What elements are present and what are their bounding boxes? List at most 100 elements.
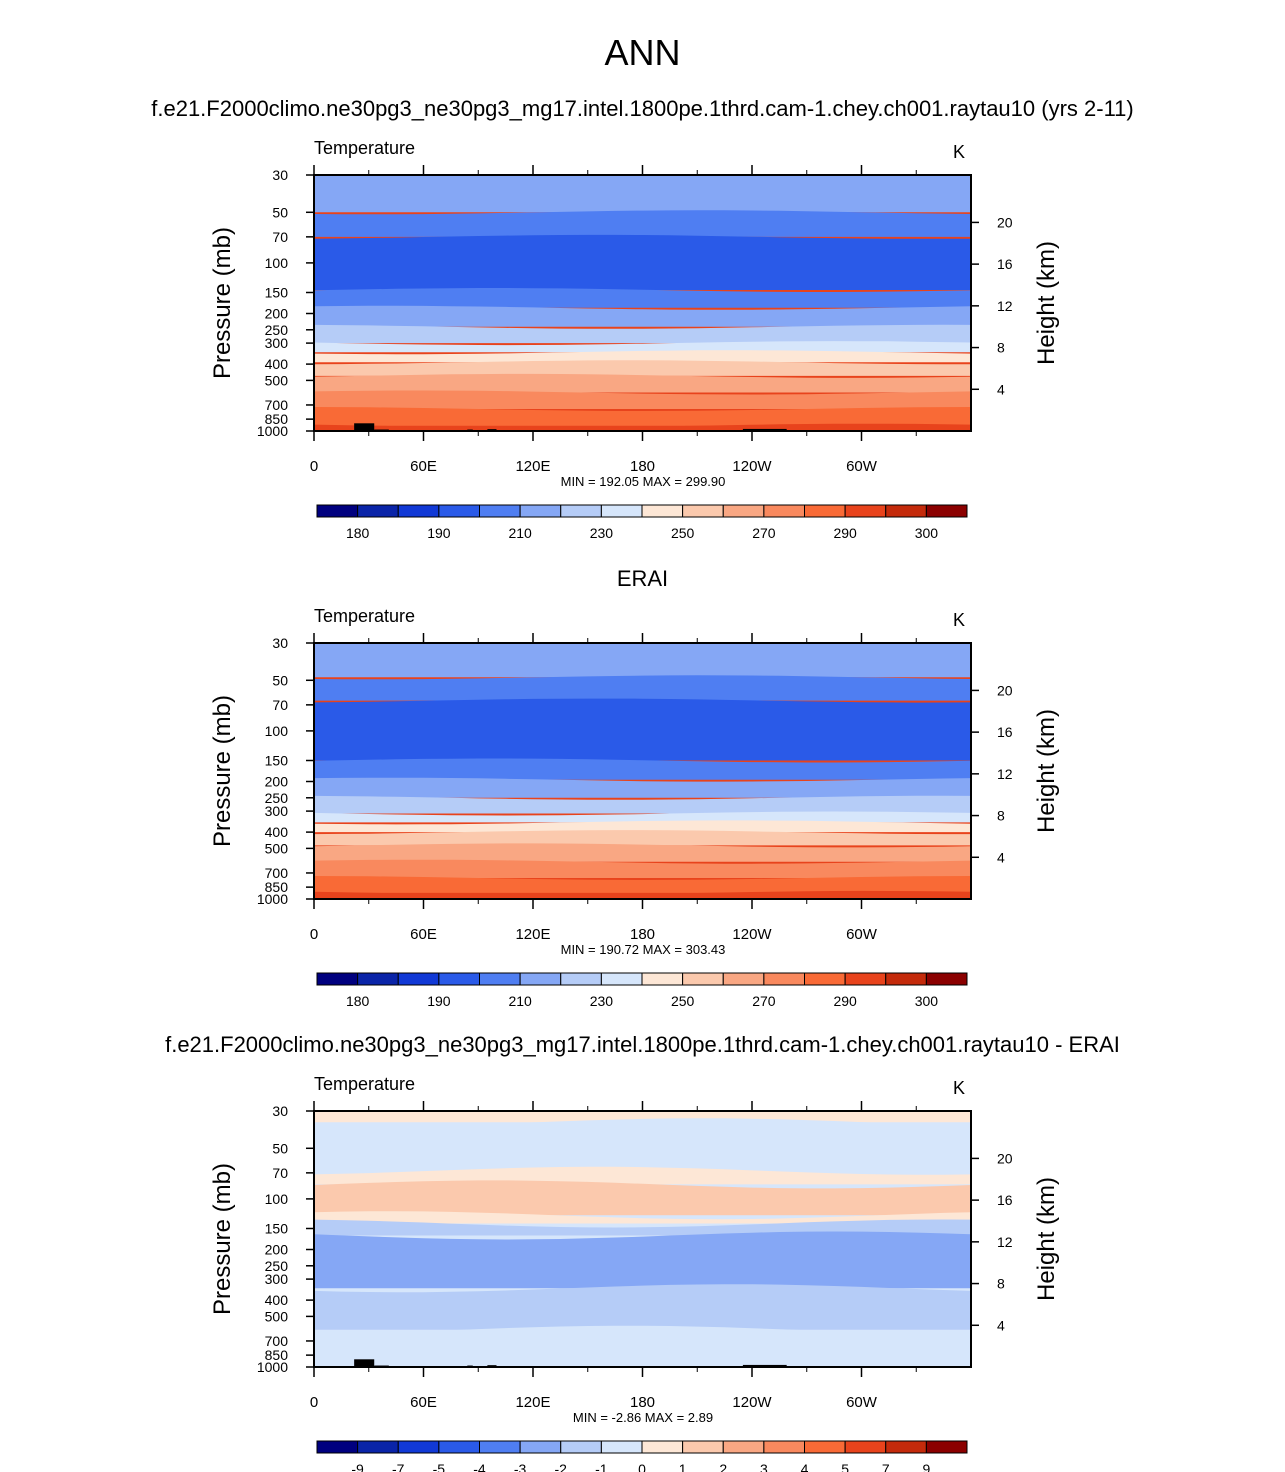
colorbar-box xyxy=(560,1440,602,1454)
colorbar-box xyxy=(479,972,521,986)
y-tick-label: 70 xyxy=(272,697,288,713)
colorbar-box xyxy=(397,1440,440,1454)
land-mask xyxy=(354,423,375,431)
contour-band xyxy=(314,305,971,327)
colorbar-box xyxy=(479,504,521,518)
colorbar-box xyxy=(925,1440,968,1454)
x-tick-label: 0 xyxy=(310,1394,318,1411)
x-tick-label: 180 xyxy=(630,926,655,943)
colorbar-label: 230 xyxy=(590,993,614,1009)
colorbar-label: 210 xyxy=(508,993,532,1009)
y-tick-label: 500 xyxy=(265,1308,289,1324)
y-tick-label: 400 xyxy=(265,1292,289,1308)
colorbar-box xyxy=(397,504,440,518)
colorbar-label: 250 xyxy=(671,525,695,541)
y-tick-label: 70 xyxy=(272,229,288,245)
colorbar-label: 3 xyxy=(760,1461,768,1472)
colorbar-label: -3 xyxy=(514,1461,527,1472)
colorbar-label: -5 xyxy=(433,1461,446,1472)
contour-band xyxy=(314,830,971,846)
colorbar-box xyxy=(682,1440,724,1454)
y-tick-label: 850 xyxy=(265,1347,289,1363)
colorbar-box xyxy=(600,504,643,518)
contour-band xyxy=(314,811,971,823)
colorbar-label: 270 xyxy=(752,525,776,541)
colorbar-label: -1 xyxy=(595,1461,608,1472)
colorbar-box xyxy=(763,972,805,986)
y-tick-label: 100 xyxy=(265,255,289,271)
y-axis-label: Pressure (mb) xyxy=(209,695,236,847)
y-tick-label: 250 xyxy=(265,322,289,338)
x-tick-label: 120W xyxy=(732,1394,772,1411)
colorbar-box xyxy=(844,504,887,518)
y-tick-label: 30 xyxy=(272,1103,288,1119)
panel-3-title: f.e21.F2000climo.ne30pg3_ne30pg3_mg17.in… xyxy=(165,1032,1120,1057)
colorbar-label: 1 xyxy=(679,1461,687,1472)
contour-band xyxy=(314,820,971,833)
colorbar-box xyxy=(519,972,562,986)
y-tick-label: 30 xyxy=(272,635,288,651)
colorbar-label: 7 xyxy=(882,1461,890,1472)
y-tick-label: 1000 xyxy=(257,423,288,439)
contour-band xyxy=(314,698,971,761)
y-tick-label: 500 xyxy=(265,372,289,388)
y-right-tick-label: 16 xyxy=(997,724,1013,740)
y-tick-label: 50 xyxy=(272,1140,288,1156)
min-max-stats: MIN = 192.05 MAX = 299.90 xyxy=(561,474,726,489)
contour-band xyxy=(314,1111,971,1123)
y-right-tick-label: 16 xyxy=(997,1192,1013,1208)
colorbar-box xyxy=(479,1440,521,1454)
left-string: Temperature xyxy=(314,1074,415,1094)
y-right-axis-label: Height (km) xyxy=(1033,709,1060,833)
y-tick-label: 700 xyxy=(265,865,289,881)
y-tick-label: 400 xyxy=(265,356,289,372)
colorbar-box xyxy=(641,972,684,986)
panel-1-title: f.e21.F2000climo.ne30pg3_ne30pg3_mg17.in… xyxy=(151,96,1134,121)
contour-band xyxy=(314,324,971,344)
contour-band xyxy=(314,1219,971,1236)
colorbar-box xyxy=(560,972,602,986)
panel-2-plot xyxy=(306,633,979,986)
contour-band xyxy=(314,758,971,780)
colorbar-box xyxy=(804,972,846,986)
contour-band xyxy=(314,1211,971,1224)
land-mask xyxy=(742,428,787,431)
y-axis-label: Pressure (mb) xyxy=(209,227,236,379)
left-string: Temperature xyxy=(314,606,415,626)
colorbar-box xyxy=(316,504,359,518)
colorbar-label: 250 xyxy=(671,993,695,1009)
min-max-stats: MIN = -2.86 MAX = 2.89 xyxy=(573,1410,713,1425)
contour-band xyxy=(314,210,971,237)
y-tick-label: 300 xyxy=(265,335,289,351)
y-tick-label: 700 xyxy=(265,1333,289,1349)
colorbar-box xyxy=(722,972,765,986)
land-mask xyxy=(742,1364,787,1367)
y-tick-label: 500 xyxy=(265,840,289,856)
contour-band xyxy=(314,1166,971,1185)
colorbar-box xyxy=(357,972,399,986)
colorbar-box xyxy=(885,972,927,986)
colorbar-label: 180 xyxy=(346,993,370,1009)
right-string: K xyxy=(953,610,965,630)
colorbar-label: 190 xyxy=(427,993,451,1009)
colorbar-box xyxy=(600,1440,643,1454)
x-tick-label: 60E xyxy=(410,926,437,943)
colorbar-box xyxy=(763,1440,805,1454)
x-tick-label: 60E xyxy=(410,458,437,475)
colorbar-label: 270 xyxy=(752,993,776,1009)
x-tick-label: 60W xyxy=(846,1394,878,1411)
contour-band xyxy=(314,1325,971,1367)
y-right-tick-label: 4 xyxy=(997,849,1005,865)
contour-band xyxy=(314,373,971,393)
colorbar-box xyxy=(438,504,480,518)
colorbar-box xyxy=(885,504,927,518)
y-tick-label: 200 xyxy=(265,1242,289,1258)
colorbar-label: -2 xyxy=(555,1461,568,1472)
y-right-axis-label: Height (km) xyxy=(1033,241,1060,365)
colorbar-label: 2 xyxy=(719,1461,727,1472)
y-right-tick-label: 12 xyxy=(997,1234,1013,1250)
y-tick-label: 200 xyxy=(265,306,289,322)
colorbar-box xyxy=(682,972,724,986)
min-max-stats: MIN = 190.72 MAX = 303.43 xyxy=(561,942,726,957)
y-tick-label: 400 xyxy=(265,824,289,840)
